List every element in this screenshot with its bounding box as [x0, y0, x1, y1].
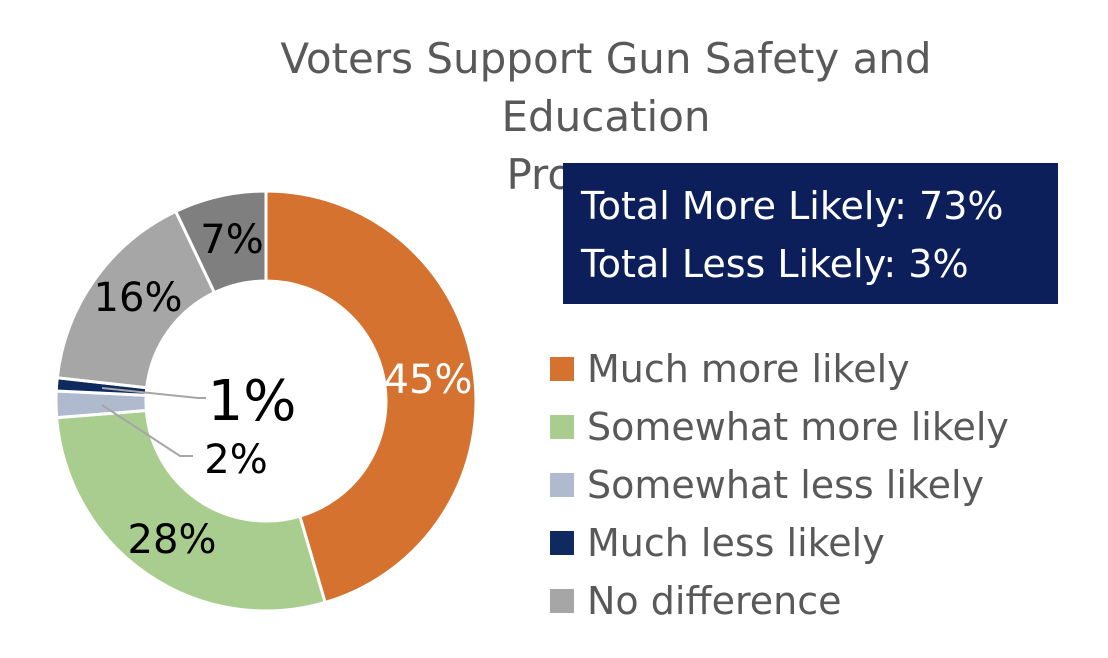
data-label: 7%: [200, 217, 263, 263]
legend-item: Somewhat less likely: [550, 456, 1009, 514]
title-line-1: Voters Support Gun Safety and Education: [280, 34, 932, 141]
legend-label: Somewhat more likely: [587, 405, 1009, 449]
legend-swatch: [550, 473, 574, 497]
legend-item: No difference: [550, 572, 1009, 630]
leader-line: [101, 387, 206, 399]
total-more-likely: Total More Likely: 73%: [581, 184, 1004, 228]
legend-swatch: [550, 531, 574, 555]
data-label: 1%: [208, 369, 297, 434]
legend-label: No difference: [587, 579, 842, 623]
data-label: 16%: [94, 275, 183, 321]
legend: Much more likely Somewhat more likely Some…: [550, 340, 1009, 630]
legend-label: Much less likely: [587, 521, 885, 565]
leader-line: [101, 404, 193, 457]
donut-slice-2: [55, 408, 328, 613]
data-label: 28%: [128, 517, 217, 563]
legend-swatch: [550, 415, 574, 439]
data-label: 2%: [204, 437, 267, 483]
legend-label: Somewhat less likely: [587, 463, 984, 507]
legend-item: Somewhat more likely: [550, 398, 1009, 456]
legend-label: Much more likely: [587, 347, 910, 391]
legend-item: Much less likely: [550, 514, 1009, 572]
donut-slice-6: [173, 189, 268, 295]
legend-swatch: [550, 589, 574, 613]
legend-item: Much more likely: [550, 340, 1009, 398]
legend-swatch: [550, 357, 574, 381]
donut-slice-1: [264, 189, 478, 605]
data-label: 45%: [384, 357, 473, 403]
totals-box: Total More Likely: 73% Total Less Likely…: [563, 163, 1058, 304]
total-less-likely: Total Less Likely: 3%: [581, 242, 969, 286]
